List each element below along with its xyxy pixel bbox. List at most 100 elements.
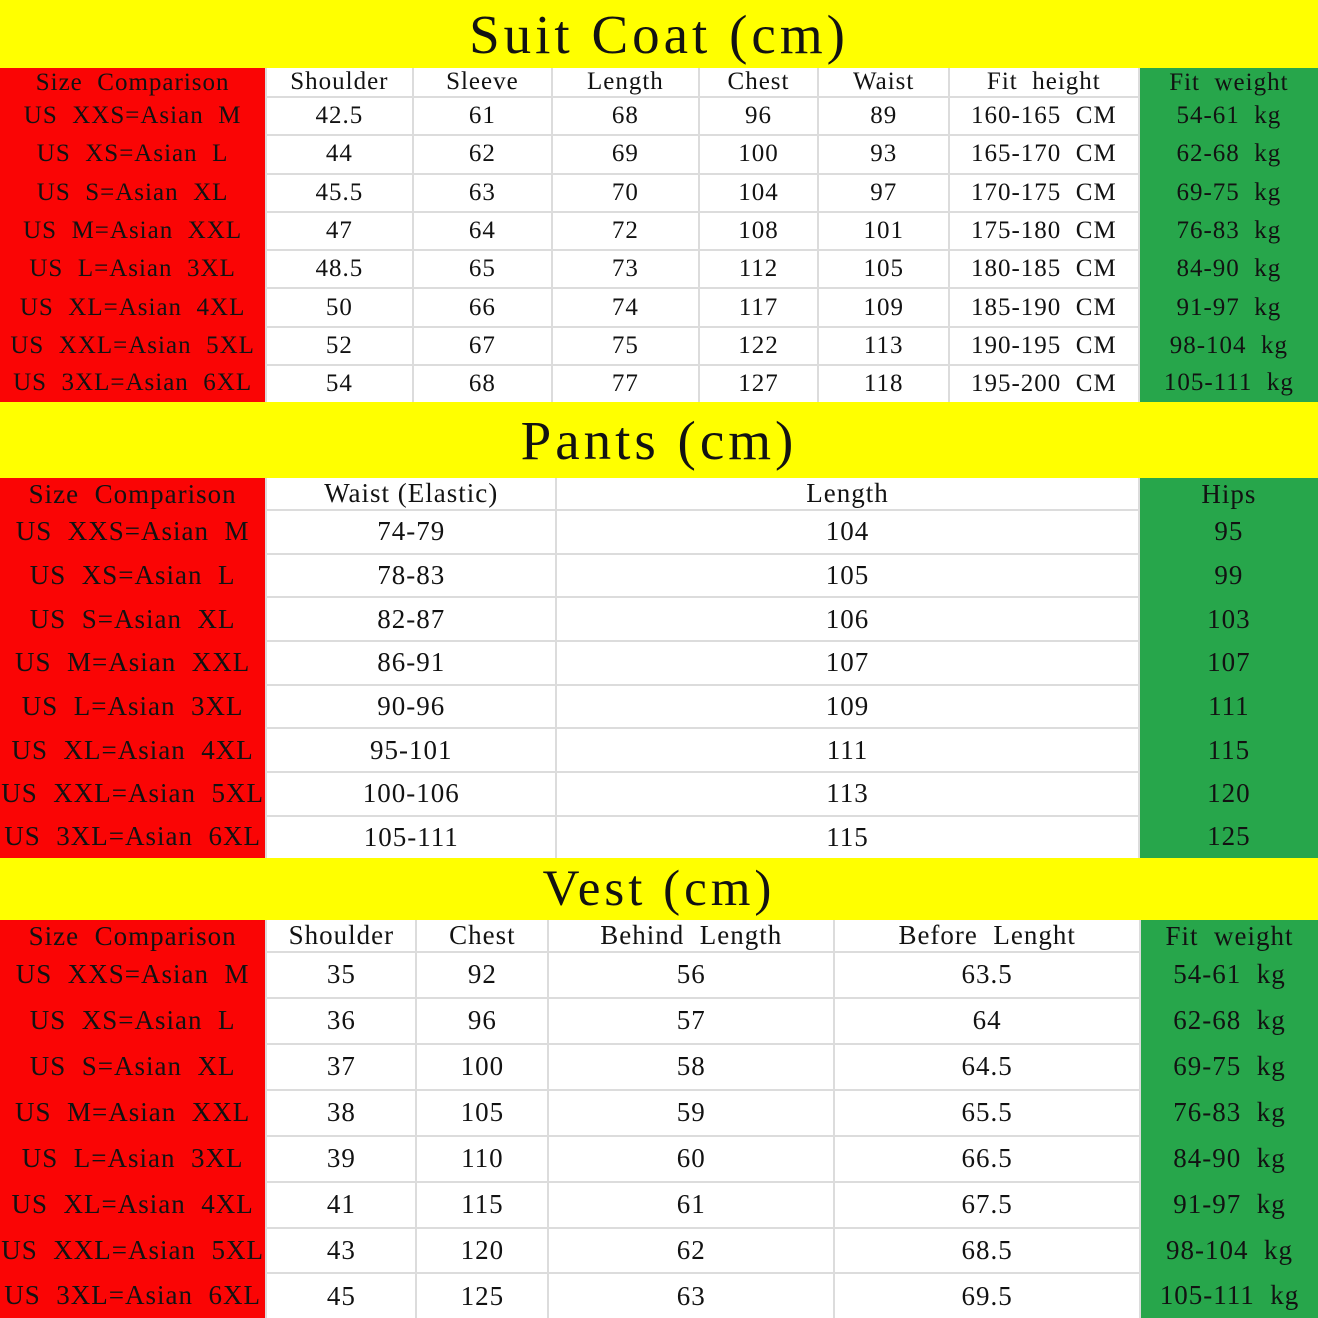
value-cell: 110 (415, 1134, 550, 1183)
column-header: Chest (697, 68, 820, 98)
value-cell: 38 (265, 1088, 418, 1137)
column-header: Shoulder (265, 920, 418, 953)
suit-coat-size-table: Size Comparison Shoulder Sleeve Length Chest… (0, 68, 1318, 402)
value-cell: 106 (555, 596, 1140, 642)
value-cell: 98-104 kg (1138, 326, 1318, 365)
table-row: US XS=Asian L 78-83 105 99 (0, 552, 1318, 599)
value-cell: 65 (411, 249, 554, 290)
value-cell: 70 (551, 172, 700, 213)
value-cell: 69.5 (833, 1272, 1142, 1318)
value-cell: 96 (415, 996, 550, 1045)
table-row: US XS=Asian L 36 96 57 64 62-68 kg (0, 996, 1318, 1045)
value-cell: 45 (265, 1272, 418, 1318)
value-cell: 84-90 kg (1138, 250, 1318, 289)
table-row: US L=Asian 3XL 39 110 60 66.5 84-90 kg (0, 1134, 1318, 1183)
value-cell: 72 (551, 210, 700, 252)
table-row: US XXS=Asian M 42.5 61 68 96 89 160-165 CM 54-6… (0, 95, 1318, 137)
column-header: Behind Length (547, 920, 836, 953)
size-label-cell: US L=Asian 3XL (0, 250, 267, 289)
value-cell: 66 (411, 287, 554, 328)
suit-coat-section: Suit Coat (cm) Size Comparison Shoulder Sl… (0, 0, 1318, 402)
value-cell: 63.5 (833, 951, 1142, 999)
value-cell: 69-75 kg (1140, 1043, 1318, 1090)
size-label-cell: US S=Asian XL (0, 1043, 267, 1090)
value-cell: 43 (265, 1226, 418, 1275)
value-cell: 36 (265, 996, 418, 1045)
table-row: US XXS=Asian M 74-79 104 95 (0, 509, 1318, 555)
value-cell: 62-68 kg (1138, 135, 1318, 174)
header-row: Size Comparison Shoulder Sleeve Length Chest… (0, 68, 1318, 98)
column-header: Waist (Elastic) (265, 478, 558, 511)
column-header-size-comparison: Size Comparison (0, 478, 267, 510)
size-label-cell: US XXS=Asian M (0, 510, 267, 554)
value-cell: 64 (411, 210, 554, 252)
size-label-cell: US XS=Asian L (0, 135, 267, 174)
table-row: US M=Asian XXL 86-91 107 107 (0, 639, 1318, 686)
value-cell: 104 (555, 509, 1140, 555)
value-cell: 190-195 CM (947, 325, 1140, 366)
value-cell: 97 (817, 172, 950, 213)
value-cell: 103 (1138, 597, 1318, 641)
suit-coat-title-band: Suit Coat (cm) (0, 0, 1318, 68)
value-cell: 92 (415, 951, 550, 999)
value-cell: 95 (1138, 510, 1318, 554)
table-row: US XXL=Asian 5XL 52 67 75 122 113 190-195 CM 98… (0, 325, 1318, 366)
value-cell: 108 (697, 210, 820, 252)
value-cell: 69-75 kg (1138, 173, 1318, 212)
size-label-cell: US S=Asian XL (0, 597, 267, 641)
table-row: US XXL=Asian 5XL 100-106 113 120 (0, 770, 1318, 817)
column-header: Length (555, 478, 1140, 511)
value-cell: 48.5 (265, 249, 414, 290)
value-cell: 44 (265, 134, 414, 175)
value-cell: 74 (551, 287, 700, 328)
value-cell: 105-111 kg (1140, 1273, 1318, 1318)
value-cell: 100 (415, 1042, 550, 1091)
size-label-cell: US XXL=Asian 5XL (0, 1227, 267, 1274)
value-cell: 107 (1138, 640, 1318, 685)
value-cell: 73 (551, 249, 700, 290)
value-cell: 115 (415, 1180, 550, 1229)
size-label-cell: US L=Asian 3XL (0, 684, 267, 729)
value-cell: 47 (265, 210, 414, 252)
value-cell: 107 (555, 639, 1140, 686)
header-row: Size Comparison Waist (Elastic) Length Hips (0, 478, 1318, 511)
value-cell: 105 (817, 249, 950, 290)
value-cell: 120 (1138, 771, 1318, 816)
value-cell: 105 (555, 552, 1140, 599)
column-header: Fit weight (1138, 68, 1318, 97)
column-header: Fit weight (1140, 920, 1318, 952)
value-cell: 62 (411, 134, 554, 175)
value-cell: 39 (265, 1134, 418, 1183)
value-cell: 61 (547, 1180, 836, 1229)
value-cell: 82-87 (265, 596, 558, 642)
table-row: US XL=Asian 4XL 50 66 74 117 109 185-190 CM 91-… (0, 287, 1318, 328)
value-cell: 96 (697, 95, 820, 137)
value-cell: 63 (547, 1272, 836, 1318)
value-cell: 195-200 CM (947, 363, 1140, 402)
value-cell: 105-111 (265, 814, 558, 858)
table-row: US L=Asian 3XL 48.5 65 73 112 105 180-185 CM 84… (0, 249, 1318, 290)
value-cell: 62-68 kg (1140, 997, 1318, 1044)
value-cell: 63 (411, 172, 554, 213)
value-cell: 76-83 kg (1140, 1089, 1318, 1136)
value-cell: 118 (817, 363, 950, 402)
value-cell: 50 (265, 287, 414, 328)
value-cell: 95-101 (265, 727, 558, 773)
table-row: US 3XL=Asian 6XL 54 68 77 127 118 195-200 CM 10… (0, 363, 1318, 402)
table-row: US 3XL=Asian 6XL 45 125 63 69.5 105-111 kg (0, 1272, 1318, 1318)
value-cell: 109 (555, 683, 1140, 730)
value-cell: 98-104 kg (1140, 1227, 1318, 1274)
value-cell: 100-106 (265, 770, 558, 817)
column-header: Before Lenght (833, 920, 1142, 953)
value-cell: 93 (817, 134, 950, 175)
table-row: US L=Asian 3XL 90-96 109 111 (0, 683, 1318, 730)
value-cell: 54-61 kg (1140, 952, 1318, 998)
value-cell: 117 (697, 287, 820, 328)
value-cell: 112 (697, 249, 820, 290)
value-cell: 65.5 (833, 1088, 1142, 1137)
value-cell: 175-180 CM (947, 210, 1140, 252)
value-cell: 90-96 (265, 683, 558, 730)
vest-title-band: Vest (cm) (0, 858, 1318, 920)
pants-title-band: Pants (cm) (0, 402, 1318, 478)
value-cell: 111 (555, 727, 1140, 773)
